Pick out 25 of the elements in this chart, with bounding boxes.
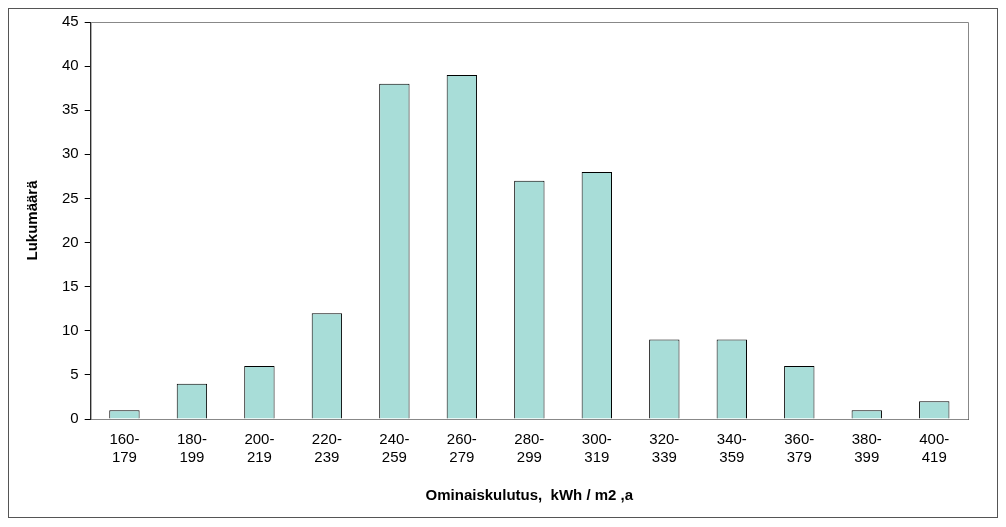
y-tick-label: 35 (62, 100, 79, 118)
y-tick-label: 25 (62, 188, 79, 206)
y-tick-label: 15 (62, 276, 79, 294)
x-tick-label: 360-379 (784, 430, 815, 466)
x-tick-label: 380-399 (851, 430, 882, 466)
x-tick-label: 400-419 (919, 430, 950, 466)
x-tick-label: 320-339 (649, 430, 680, 466)
x-axis-title: Ominaiskulutus, kWh / m2 ,a (425, 486, 634, 504)
y-axis-title: Lukumäärä (23, 179, 41, 261)
x-tick-label: 280-299 (514, 430, 545, 466)
y-tick-label: 10 (62, 320, 79, 338)
x-tick-label: 340-359 (716, 430, 747, 466)
y-tick-label: 0 (70, 409, 79, 427)
y-tick-label: 40 (62, 56, 79, 74)
x-tick-label: 300-319 (581, 430, 612, 466)
y-tick-label: 5 (70, 365, 79, 383)
x-tick-label: 200-219 (244, 430, 275, 466)
x-tick-label: 240-259 (379, 430, 410, 466)
x-tick-label: 180-199 (176, 430, 207, 466)
y-tick-label: 20 (62, 232, 79, 250)
x-tick-label: 220-239 (311, 430, 342, 466)
x-tick-label: 260-279 (446, 430, 477, 466)
y-tick-label: 45 (62, 12, 79, 30)
x-tick-label: 160-179 (109, 430, 140, 466)
y-tick-label: 30 (62, 144, 79, 162)
